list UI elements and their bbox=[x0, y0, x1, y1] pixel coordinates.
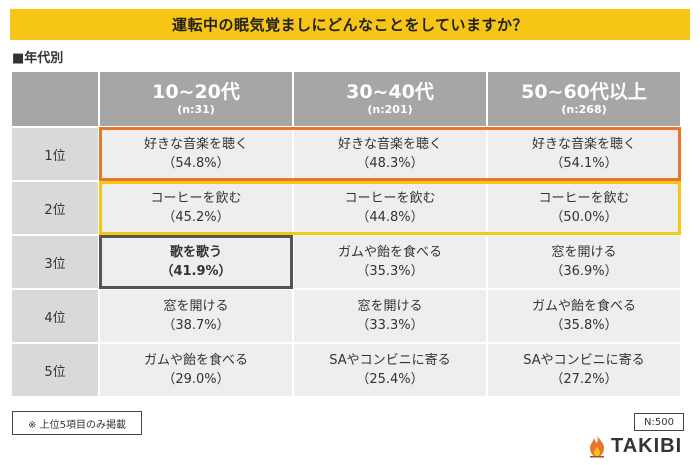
column-sample-size: (n:201) bbox=[367, 103, 413, 116]
cell-value: （54.1%） bbox=[550, 156, 618, 171]
table-cell: 窓を開ける （36.9%） bbox=[488, 236, 680, 288]
cell-value: （48.3%） bbox=[356, 156, 424, 171]
cell-value: （35.3%） bbox=[356, 264, 424, 279]
table-cell: コーヒーを飲む （45.2%） bbox=[100, 182, 292, 234]
column-age-label: 30~40代 bbox=[346, 81, 434, 103]
footnote: ※ 上位5項目のみ掲載 bbox=[12, 411, 142, 435]
column-header: 30~40代 (n:201) bbox=[294, 72, 486, 126]
rank-text: 1位 bbox=[44, 148, 66, 164]
rank-label: 1位 bbox=[12, 128, 98, 180]
brand-name: TAKIBI bbox=[611, 434, 683, 457]
cell-value: （25.4%） bbox=[356, 372, 424, 387]
table-cell: 好きな音楽を聴く （54.1%） bbox=[488, 128, 680, 180]
cell-label: コーヒーを飲む bbox=[150, 191, 242, 206]
cell-label: ガムや飴を食べる bbox=[337, 245, 442, 260]
table-cell: ガムや飴を食べる （35.3%） bbox=[294, 236, 486, 288]
cell-label: 窓を開ける bbox=[357, 299, 423, 314]
rank-label: 2位 bbox=[12, 182, 98, 234]
cell-label: コーヒーを飲む bbox=[344, 191, 436, 206]
column-header: 50~60代以上 (n:268) bbox=[488, 72, 680, 126]
table-cell: コーヒーを飲む （50.0%） bbox=[488, 182, 680, 234]
rank-label: 3位 bbox=[12, 236, 98, 288]
cell-value: （50.0%） bbox=[550, 210, 618, 225]
table-cell: 窓を開ける （38.7%） bbox=[100, 290, 292, 342]
cell-label: ガムや飴を食べる bbox=[531, 299, 636, 314]
cell-value: （44.8%） bbox=[356, 210, 424, 225]
table-cell: コーヒーを飲む （44.8%） bbox=[294, 182, 486, 234]
table-cell: 窓を開ける （33.3%） bbox=[294, 290, 486, 342]
rank-text: 4位 bbox=[44, 310, 66, 326]
table-cell: 好きな音楽を聴く （54.8%） bbox=[100, 128, 292, 180]
table-cell: SAやコンビニに寄る （25.4%） bbox=[294, 344, 486, 396]
rank-label: 4位 bbox=[12, 290, 98, 342]
cell-value: （35.8%） bbox=[550, 318, 618, 333]
cell-value: （41.9%） bbox=[160, 264, 232, 279]
header-corner bbox=[12, 72, 98, 126]
rank-text: 2位 bbox=[44, 202, 66, 218]
column-age-label: 50~60代以上 bbox=[521, 81, 647, 103]
column-sample-size: (n:268) bbox=[561, 103, 607, 116]
page-title: 運転中の眠気覚ましにどんなことをしていますか？ bbox=[171, 16, 529, 34]
section-subtitle: ■年代別 bbox=[12, 51, 64, 66]
cell-label: コーヒーを飲む bbox=[538, 191, 630, 206]
cell-label: 歌を歌う bbox=[169, 245, 222, 260]
table-cell: ガムや飴を食べる （35.8%） bbox=[488, 290, 680, 342]
cell-label: ガムや飴を食べる bbox=[143, 353, 248, 368]
title-banner: 運転中の眠気覚ましにどんなことをしていますか？ bbox=[10, 9, 690, 40]
rank-text: 3位 bbox=[44, 256, 66, 272]
flame-icon bbox=[590, 435, 604, 458]
rank-label: 5位 bbox=[12, 344, 98, 396]
cell-label: SAやコンビニに寄る bbox=[523, 353, 645, 368]
cell-value: （27.2%） bbox=[550, 372, 618, 387]
rank-text: 5位 bbox=[44, 364, 66, 380]
cell-value: （45.2%） bbox=[162, 210, 230, 225]
brand-logo: TAKIBI bbox=[588, 433, 682, 459]
cell-label: 好きな音楽を聴く bbox=[531, 137, 636, 152]
cell-label: 窓を開ける bbox=[551, 245, 617, 260]
column-sample-size: (n:31) bbox=[177, 103, 215, 116]
column-age-label: 10~20代 bbox=[152, 81, 240, 103]
table-cell: ガムや飴を食べる （29.0%） bbox=[100, 344, 292, 396]
cell-label: 好きな音楽を聴く bbox=[337, 137, 442, 152]
cell-value: （38.7%） bbox=[162, 318, 230, 333]
cell-label: SAやコンビニに寄る bbox=[329, 353, 451, 368]
cell-label: 好きな音楽を聴く bbox=[143, 137, 248, 152]
table-cell: SAやコンビニに寄る （27.2%） bbox=[488, 344, 680, 396]
sample-size-badge: N:500 bbox=[634, 413, 684, 431]
ranking-table: 10~20代 (n:31) 30~40代 (n:201) 50~60代以上 (n:268)… bbox=[12, 72, 684, 402]
table-cell: 歌を歌う （41.9%） bbox=[100, 236, 292, 288]
cell-label: 窓を開ける bbox=[163, 299, 229, 314]
cell-value: （36.9%） bbox=[550, 264, 618, 279]
cell-value: （29.0%） bbox=[162, 372, 230, 387]
table-cell: 好きな音楽を聴く （48.3%） bbox=[294, 128, 486, 180]
cell-value: （54.8%） bbox=[162, 156, 230, 171]
cell-value: （33.3%） bbox=[356, 318, 424, 333]
column-header: 10~20代 (n:31) bbox=[100, 72, 292, 126]
